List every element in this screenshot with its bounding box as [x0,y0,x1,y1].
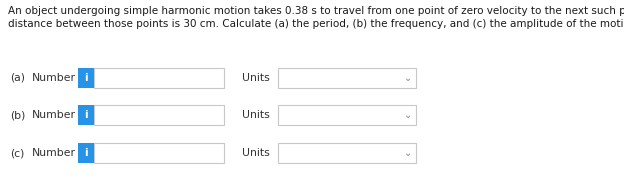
Text: (b): (b) [10,110,26,120]
FancyBboxPatch shape [78,143,94,163]
FancyBboxPatch shape [278,143,416,163]
Text: i: i [84,148,88,158]
Text: Units: Units [242,73,270,83]
FancyBboxPatch shape [94,105,224,125]
Text: ⌄: ⌄ [404,110,412,120]
FancyBboxPatch shape [78,68,94,88]
Text: (a): (a) [10,73,25,83]
Text: ⌄: ⌄ [404,73,412,83]
FancyBboxPatch shape [94,143,224,163]
Text: Units: Units [242,110,270,120]
FancyBboxPatch shape [278,68,416,88]
Text: Number: Number [32,73,76,83]
FancyBboxPatch shape [78,105,94,125]
Text: i: i [84,73,88,83]
Text: ⌄: ⌄ [404,148,412,158]
Text: Number: Number [32,110,76,120]
FancyBboxPatch shape [94,68,224,88]
Text: i: i [84,110,88,120]
Text: (c): (c) [10,148,24,158]
Text: Units: Units [242,148,270,158]
Text: An object undergoing simple harmonic motion takes 0.38 s to travel from one poin: An object undergoing simple harmonic mot… [8,6,624,16]
FancyBboxPatch shape [278,105,416,125]
Text: Number: Number [32,148,76,158]
Text: distance between those points is 30 cm. Calculate (a) the period, (b) the freque: distance between those points is 30 cm. … [8,19,624,29]
